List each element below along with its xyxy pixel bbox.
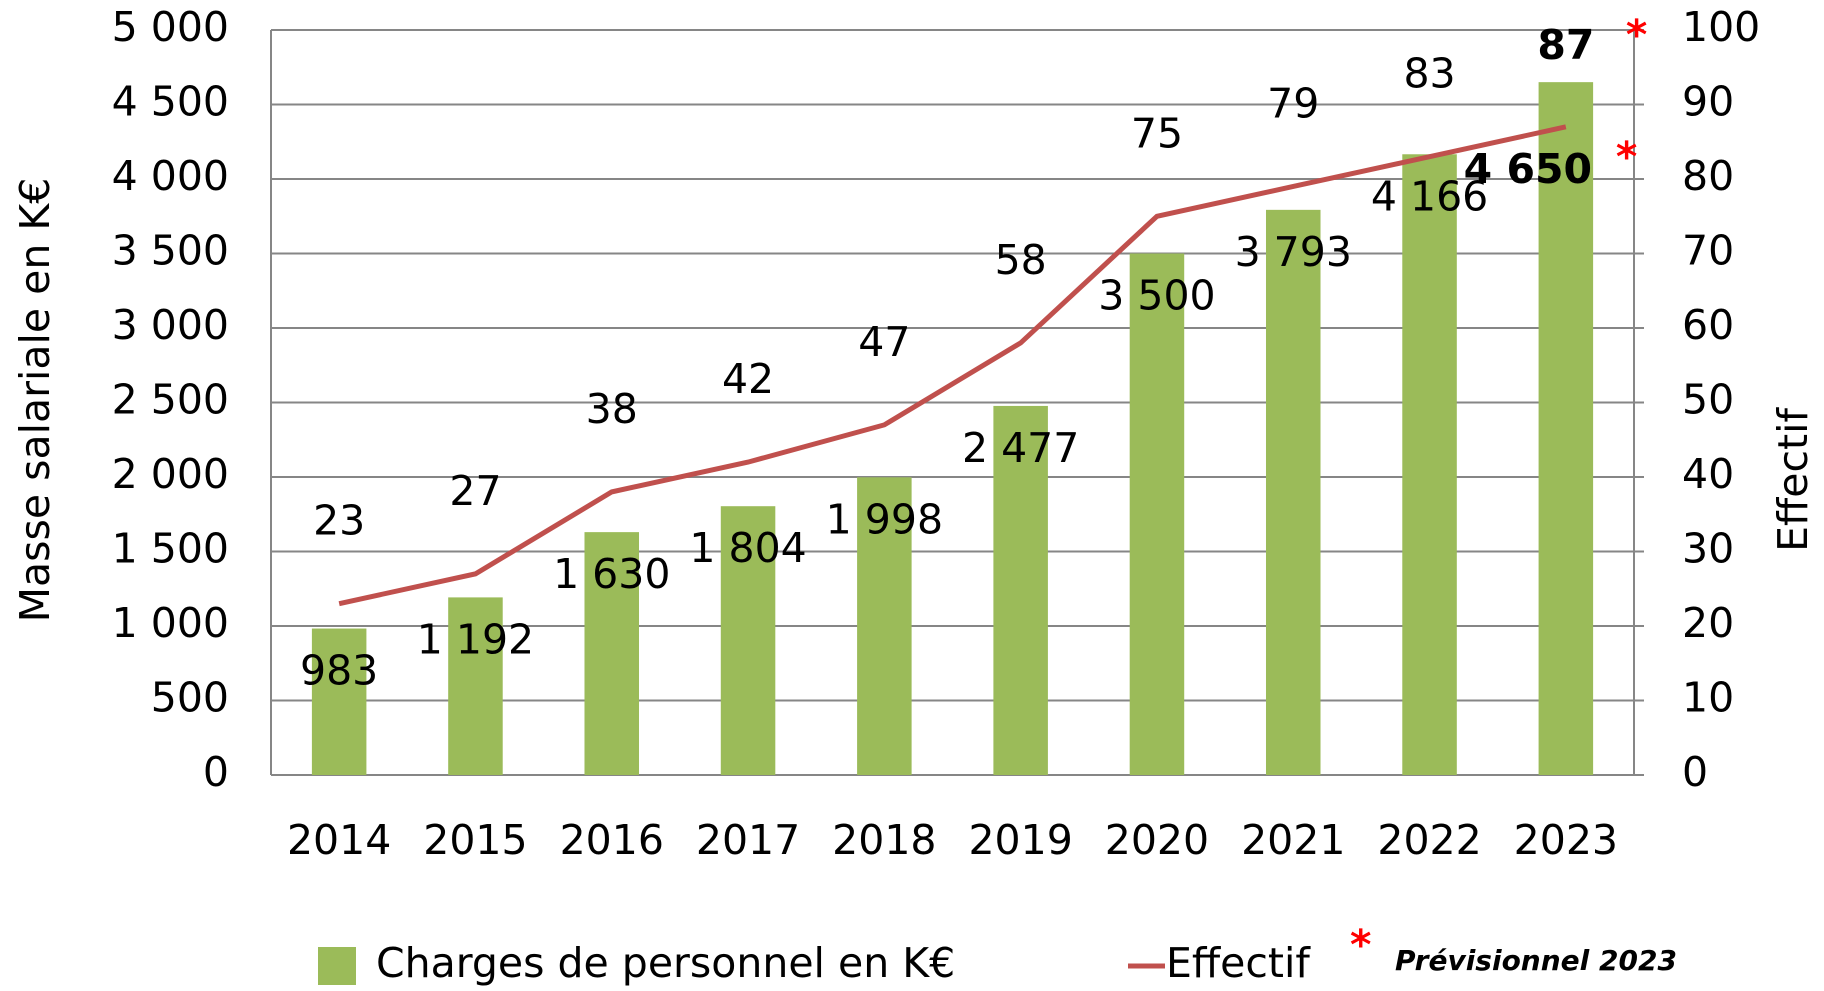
x-tick-label: 2019	[968, 816, 1072, 864]
forecast-note: Prévisionnel 2023	[1395, 944, 1677, 977]
x-tick-label: 2020	[1105, 816, 1209, 864]
forecast-marker: *	[1350, 921, 1371, 969]
y2-tick-label: 40	[1682, 450, 1734, 498]
y2-tick-label: 10	[1682, 674, 1734, 722]
y2-tick-label: 60	[1682, 301, 1734, 349]
bar	[1265, 209, 1321, 775]
y2-tick-label: 70	[1682, 227, 1734, 275]
bar-value-label: 4 650	[1464, 145, 1592, 193]
y2-tick-label: 90	[1682, 78, 1734, 126]
legend-label: Effectif	[1166, 939, 1311, 987]
line-value-label: 83	[1403, 50, 1455, 98]
y-tick-label: 1 500	[112, 525, 229, 573]
y-tick-label: 2 000	[112, 450, 229, 498]
y2-tick-label: 20	[1682, 599, 1734, 647]
bar	[311, 628, 367, 775]
y-tick-label: 0	[203, 748, 229, 796]
bar-value-label: 983	[300, 647, 378, 695]
y2-tick-label: 100	[1682, 3, 1760, 51]
y2-tick-label: 0	[1682, 748, 1708, 796]
line	[338, 124, 1567, 607]
y-axis-label: Masse salariale en K€	[11, 178, 59, 623]
bar	[1402, 154, 1457, 776]
y-tick-label: 2 500	[112, 376, 229, 424]
bar-value-label: 4 166	[1371, 172, 1488, 220]
bar-value-label: 1 804	[689, 524, 806, 572]
forecast-marker: *	[1616, 133, 1637, 181]
line-value-label: 79	[1267, 79, 1319, 127]
bar	[1129, 253, 1185, 775]
y-tick-label: 5 000	[112, 3, 229, 51]
y2-tick-label: 50	[1682, 376, 1734, 424]
line-value-label: 38	[586, 385, 638, 433]
x-tick-label: 2016	[560, 816, 664, 864]
bar-value-label: 3 500	[1098, 272, 1215, 320]
x-tick-label: 2017	[696, 816, 800, 864]
line-value-label: 47	[858, 318, 910, 366]
bar	[448, 597, 503, 775]
legend-label: Charges de personnel en K€	[376, 939, 955, 987]
y-tick-label: 1 000	[112, 599, 229, 647]
y-tick-label: 4 000	[112, 152, 229, 200]
line-value-label: 23	[313, 497, 365, 545]
line-value-label: 58	[995, 236, 1047, 284]
y-tick-label: 4 500	[112, 78, 229, 126]
bar	[720, 506, 776, 775]
y-tick-label: 3 500	[112, 227, 229, 275]
x-tick-label: 2022	[1377, 816, 1481, 864]
line-value-label: 87	[1537, 21, 1594, 69]
legend-swatch	[318, 947, 356, 985]
y-tick-label: 500	[151, 674, 229, 722]
bar-value-label: 3 793	[1235, 228, 1352, 276]
forecast-marker: *	[1626, 11, 1647, 59]
bar	[857, 477, 912, 775]
y2-tick-label: 80	[1682, 152, 1734, 200]
x-tick-label: 2021	[1241, 816, 1345, 864]
line-value-label: 42	[722, 355, 774, 403]
y-tick-label: 3 000	[112, 301, 229, 349]
bar-value-label: 1 192	[417, 615, 534, 663]
bar-value-label: 1 998	[826, 495, 943, 543]
y2-tick-label: 30	[1682, 525, 1734, 573]
bar	[993, 405, 1048, 775]
y2-axis-label: Effectif	[1769, 407, 1817, 552]
x-tick-label: 2018	[832, 816, 936, 864]
bar	[1538, 82, 1594, 775]
line-value-label: 27	[449, 467, 501, 515]
bar-value-label: 2 477	[962, 424, 1079, 472]
bar	[584, 532, 640, 775]
line-value-label: 75	[1131, 109, 1183, 157]
x-tick-label: 2023	[1514, 816, 1618, 864]
bar-value-label: 1 630	[553, 550, 670, 598]
x-tick-label: 2015	[423, 816, 527, 864]
x-tick-label: 2014	[287, 816, 391, 864]
